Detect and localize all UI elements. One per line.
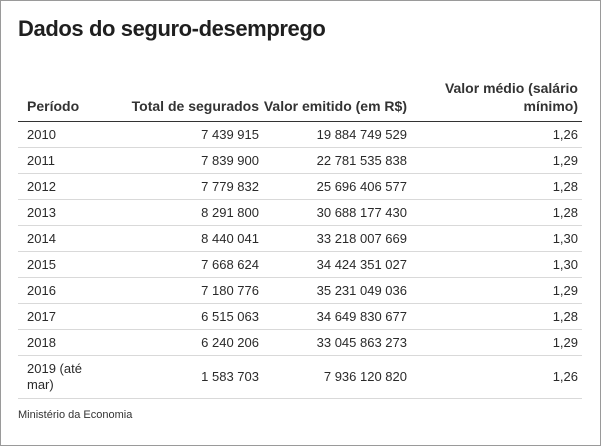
table-header: Período Total de segurados Valor emitido… xyxy=(18,67,582,122)
cell-period: 2019 (até mar) xyxy=(18,355,109,399)
unemployment-insurance-table: Período Total de segurados Valor emitido… xyxy=(18,67,582,399)
cell-amount-issued: 19 884 749 529 xyxy=(263,121,411,148)
cell-period: 2016 xyxy=(18,277,109,304)
cell-amount-issued: 34 649 830 677 xyxy=(263,303,411,330)
header-total-insured: Total de segurados xyxy=(109,67,263,122)
cell-amount-issued: 34 424 351 027 xyxy=(263,251,411,278)
cell-total-insured: 7 180 776 xyxy=(109,277,263,304)
cell-total-insured: 6 240 206 xyxy=(109,329,263,356)
table-row: 2018 6 240 206 33 045 863 273 1,29 xyxy=(18,329,582,356)
cell-total-insured: 8 291 800 xyxy=(109,199,263,226)
table-row: 2012 7 779 832 25 696 406 577 1,28 xyxy=(18,173,582,200)
cell-amount-issued: 22 781 535 838 xyxy=(263,147,411,174)
cell-period: 2011 xyxy=(18,147,109,174)
cell-period: 2012 xyxy=(18,173,109,200)
table-row: 2010 7 439 915 19 884 749 529 1,26 xyxy=(18,121,582,148)
cell-average-value: 1,30 xyxy=(411,225,582,252)
cell-period: 2013 xyxy=(18,199,109,226)
header-period: Período xyxy=(18,67,109,122)
table-row: 2011 7 839 900 22 781 535 838 1,29 xyxy=(18,147,582,174)
cell-period: 2018 xyxy=(18,329,109,356)
cell-period: 2014 xyxy=(18,225,109,252)
cell-average-value: 1,29 xyxy=(411,147,582,174)
cell-period: 2015 xyxy=(18,251,109,278)
table-row: 2017 6 515 063 34 649 830 677 1,28 xyxy=(18,303,582,330)
cell-average-value: 1,26 xyxy=(411,121,582,148)
cell-period: 2010 xyxy=(18,121,109,148)
header-amount-issued: Valor emitido (em R$) xyxy=(263,67,411,122)
cell-total-insured: 6 515 063 xyxy=(109,303,263,330)
cell-total-insured: 7 779 832 xyxy=(109,173,263,200)
cell-average-value: 1,29 xyxy=(411,277,582,304)
cell-total-insured: 7 839 900 xyxy=(109,147,263,174)
cell-amount-issued: 33 218 007 669 xyxy=(263,225,411,252)
source-note: Ministério da Economia xyxy=(18,409,133,421)
cell-amount-issued: 30 688 177 430 xyxy=(263,199,411,226)
cell-average-value: 1,28 xyxy=(411,199,582,226)
table-row: 2015 7 668 624 34 424 351 027 1,30 xyxy=(18,251,582,278)
cell-amount-issued: 7 936 120 820 xyxy=(263,355,411,399)
cell-amount-issued: 35 231 049 036 xyxy=(263,277,411,304)
cell-average-value: 1,30 xyxy=(411,251,582,278)
header-average-value: Valor médio (salário mínimo) xyxy=(411,67,582,122)
header-row: Período Total de segurados Valor emitido… xyxy=(18,67,582,122)
table-row: 2013 8 291 800 30 688 177 430 1,28 xyxy=(18,199,582,226)
table-row: 2019 (até mar) 1 583 703 7 936 120 820 1… xyxy=(18,355,582,399)
cell-average-value: 1,29 xyxy=(411,329,582,356)
cell-amount-issued: 33 045 863 273 xyxy=(263,329,411,356)
cell-amount-issued: 25 696 406 577 xyxy=(263,173,411,200)
table-row: 2016 7 180 776 35 231 049 036 1,29 xyxy=(18,277,582,304)
cell-average-value: 1,28 xyxy=(411,173,582,200)
cell-total-insured: 1 583 703 xyxy=(109,355,263,399)
cell-total-insured: 7 439 915 xyxy=(109,121,263,148)
cell-average-value: 1,28 xyxy=(411,303,582,330)
cell-total-insured: 7 668 624 xyxy=(109,251,263,278)
cell-period: 2017 xyxy=(18,303,109,330)
cell-total-insured: 8 440 041 xyxy=(109,225,263,252)
page-title: Dados do seguro-desemprego xyxy=(18,16,326,41)
table-body: 2010 7 439 915 19 884 749 529 1,26 2011 … xyxy=(18,121,582,399)
cell-average-value: 1,26 xyxy=(411,355,582,399)
table-row: 2014 8 440 041 33 218 007 669 1,30 xyxy=(18,225,582,252)
